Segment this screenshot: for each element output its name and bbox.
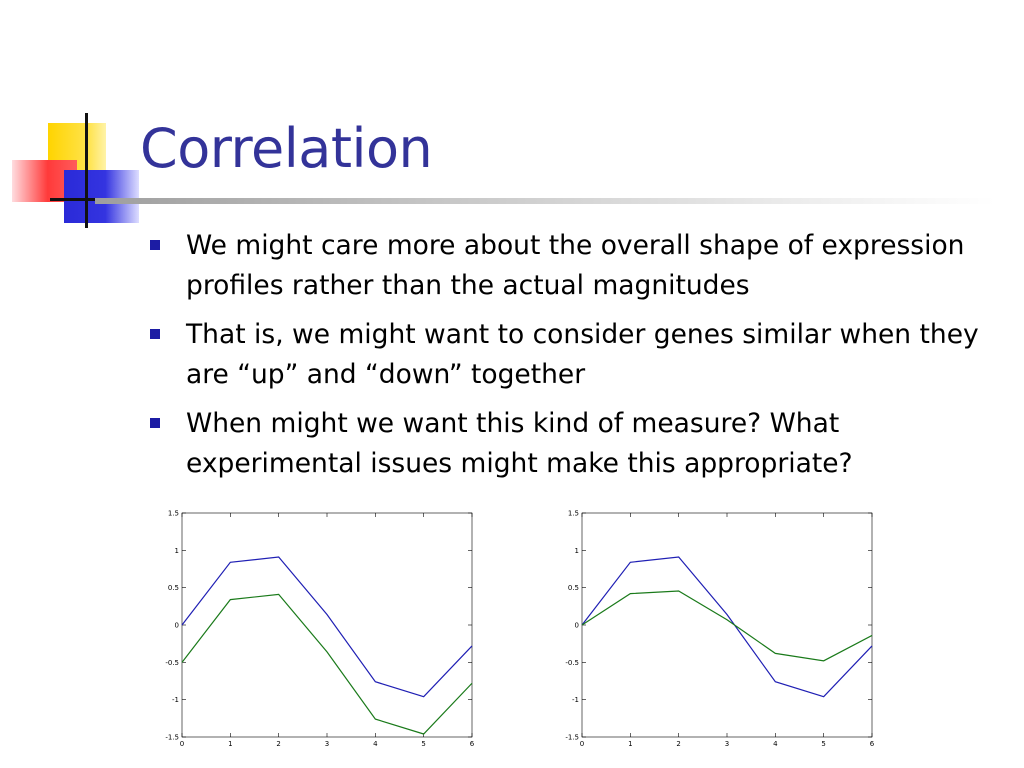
y-tick-label: 0 (175, 622, 179, 630)
square-bullet-icon (150, 418, 160, 428)
x-tick-label: 6 (870, 740, 875, 748)
bullet-item: That is, we might want to consider genes… (148, 315, 1008, 395)
bullet-text: That is, we might want to consider genes… (186, 319, 979, 390)
series-line-0 (581, 556, 873, 698)
y-tick-label: -1 (572, 696, 579, 704)
y-tick-label: -0.5 (165, 659, 179, 667)
series-line-1 (181, 593, 473, 735)
chart-svg: 1.510.50-0.5-1-1.50 1 2 3 4 5 6 (565, 510, 875, 749)
x-tick-label: 1 (228, 740, 232, 748)
logo-blue-square (64, 170, 139, 223)
plot-frame (581, 512, 873, 738)
y-tick-label: -1.5 (165, 734, 179, 742)
bullet-item: We might care more about the overall sha… (148, 226, 1008, 306)
x-tick-label: 4 (373, 740, 378, 748)
logo-vertical-line (85, 113, 88, 228)
series-line-1 (581, 590, 873, 662)
y-tick-label: -1.5 (565, 734, 579, 742)
y-tick-label: 1.5 (168, 510, 179, 518)
y-tick-label: 0 (575, 622, 579, 630)
x-tick-label: 6 (470, 740, 475, 748)
y-tick-label: 0.5 (168, 584, 179, 592)
y-tick-label: 1.5 (568, 510, 579, 518)
logo-squares-decoration (0, 0, 150, 240)
y-tick-label: -1 (172, 696, 179, 704)
x-tick-label: 1 (628, 740, 632, 748)
x-tick-label: 5 (821, 740, 825, 748)
x-tick-label: 0 (580, 740, 584, 748)
x-tick-label: 2 (276, 740, 280, 748)
x-tick-label: 3 (325, 740, 329, 748)
x-tick-label: 5 (421, 740, 425, 748)
chart-svg: 1.510.50-0.5-1-1.50 1 2 3 4 5 6 (165, 510, 475, 749)
bullet-item: When might we want this kind of measure?… (148, 404, 1008, 484)
series-line-0 (181, 556, 473, 698)
line-chart-scaled: 1.5 1 0.5 0 -0.5 -1 -1.5 0 1 2 3 4 5 6 (560, 505, 880, 750)
x-tick-label: 2 (676, 740, 680, 748)
x-tick-label: 4 (773, 740, 778, 748)
square-bullet-icon (150, 329, 160, 339)
y-tick-label: 1 (175, 547, 179, 555)
line-chart-offset: 1.5 1 0.5 0 -0.5 -1 -1.5 0 1 2 3 4 5 6 (160, 505, 480, 750)
y-tick-label: 0.5 (568, 584, 579, 592)
bullet-text: We might care more about the overall sha… (186, 230, 965, 301)
y-tick-label: 1 (575, 547, 579, 555)
bullet-list: We might care more about the overall sha… (148, 226, 1008, 493)
y-tick-label: -0.5 (565, 659, 579, 667)
x-tick-label: 3 (725, 740, 729, 748)
square-bullet-icon (150, 240, 160, 250)
slide-title: Correlation (140, 117, 433, 180)
plot-frame (181, 512, 473, 738)
title-underline-rule (95, 198, 995, 204)
bullet-text: When might we want this kind of measure?… (186, 408, 853, 479)
logo-horizontal-line (50, 198, 110, 201)
x-tick-label: 0 (180, 740, 184, 748)
